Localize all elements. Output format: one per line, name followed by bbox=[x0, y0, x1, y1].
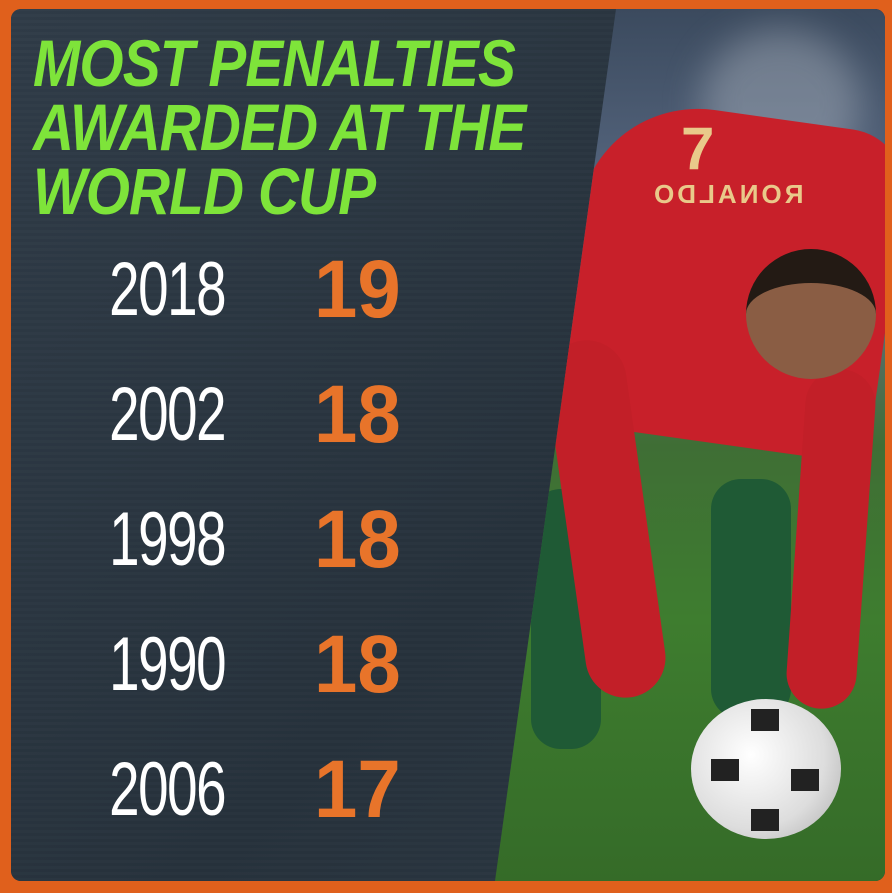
year-label: 2006 bbox=[109, 747, 226, 832]
table-row: 2006 17 bbox=[11, 745, 511, 835]
table-row: 1990 18 bbox=[11, 620, 511, 710]
shirt-name: RONALDO bbox=[651, 179, 804, 209]
table-row: 2018 19 bbox=[11, 245, 511, 335]
year-label: 1998 bbox=[109, 497, 226, 582]
penalty-count: 19 bbox=[314, 244, 401, 335]
football bbox=[691, 699, 841, 839]
penalty-count: 18 bbox=[314, 494, 401, 585]
penalty-count: 17 bbox=[314, 744, 401, 835]
infographic-panel: 7 RONALDO MOST PENALTIES AWARDED AT THE … bbox=[11, 9, 885, 881]
shirt-number: 7 bbox=[681, 115, 715, 182]
title-line: WORLD CUP bbox=[33, 154, 376, 228]
title-line: MOST PENALTIES bbox=[33, 26, 516, 100]
player-head bbox=[746, 249, 876, 379]
title-line: AWARDED AT THE bbox=[33, 90, 526, 164]
page-title: MOST PENALTIES AWARDED AT THE WORLD CUP bbox=[33, 26, 526, 228]
player-leg bbox=[711, 479, 791, 719]
year-label: 2018 bbox=[109, 247, 226, 332]
table-row: 2002 18 bbox=[11, 370, 511, 460]
year-label: 2002 bbox=[109, 372, 226, 457]
year-label: 1990 bbox=[109, 622, 226, 707]
penalty-count: 18 bbox=[314, 369, 401, 460]
penalty-count: 18 bbox=[314, 619, 401, 710]
table-row: 1998 18 bbox=[11, 495, 511, 585]
